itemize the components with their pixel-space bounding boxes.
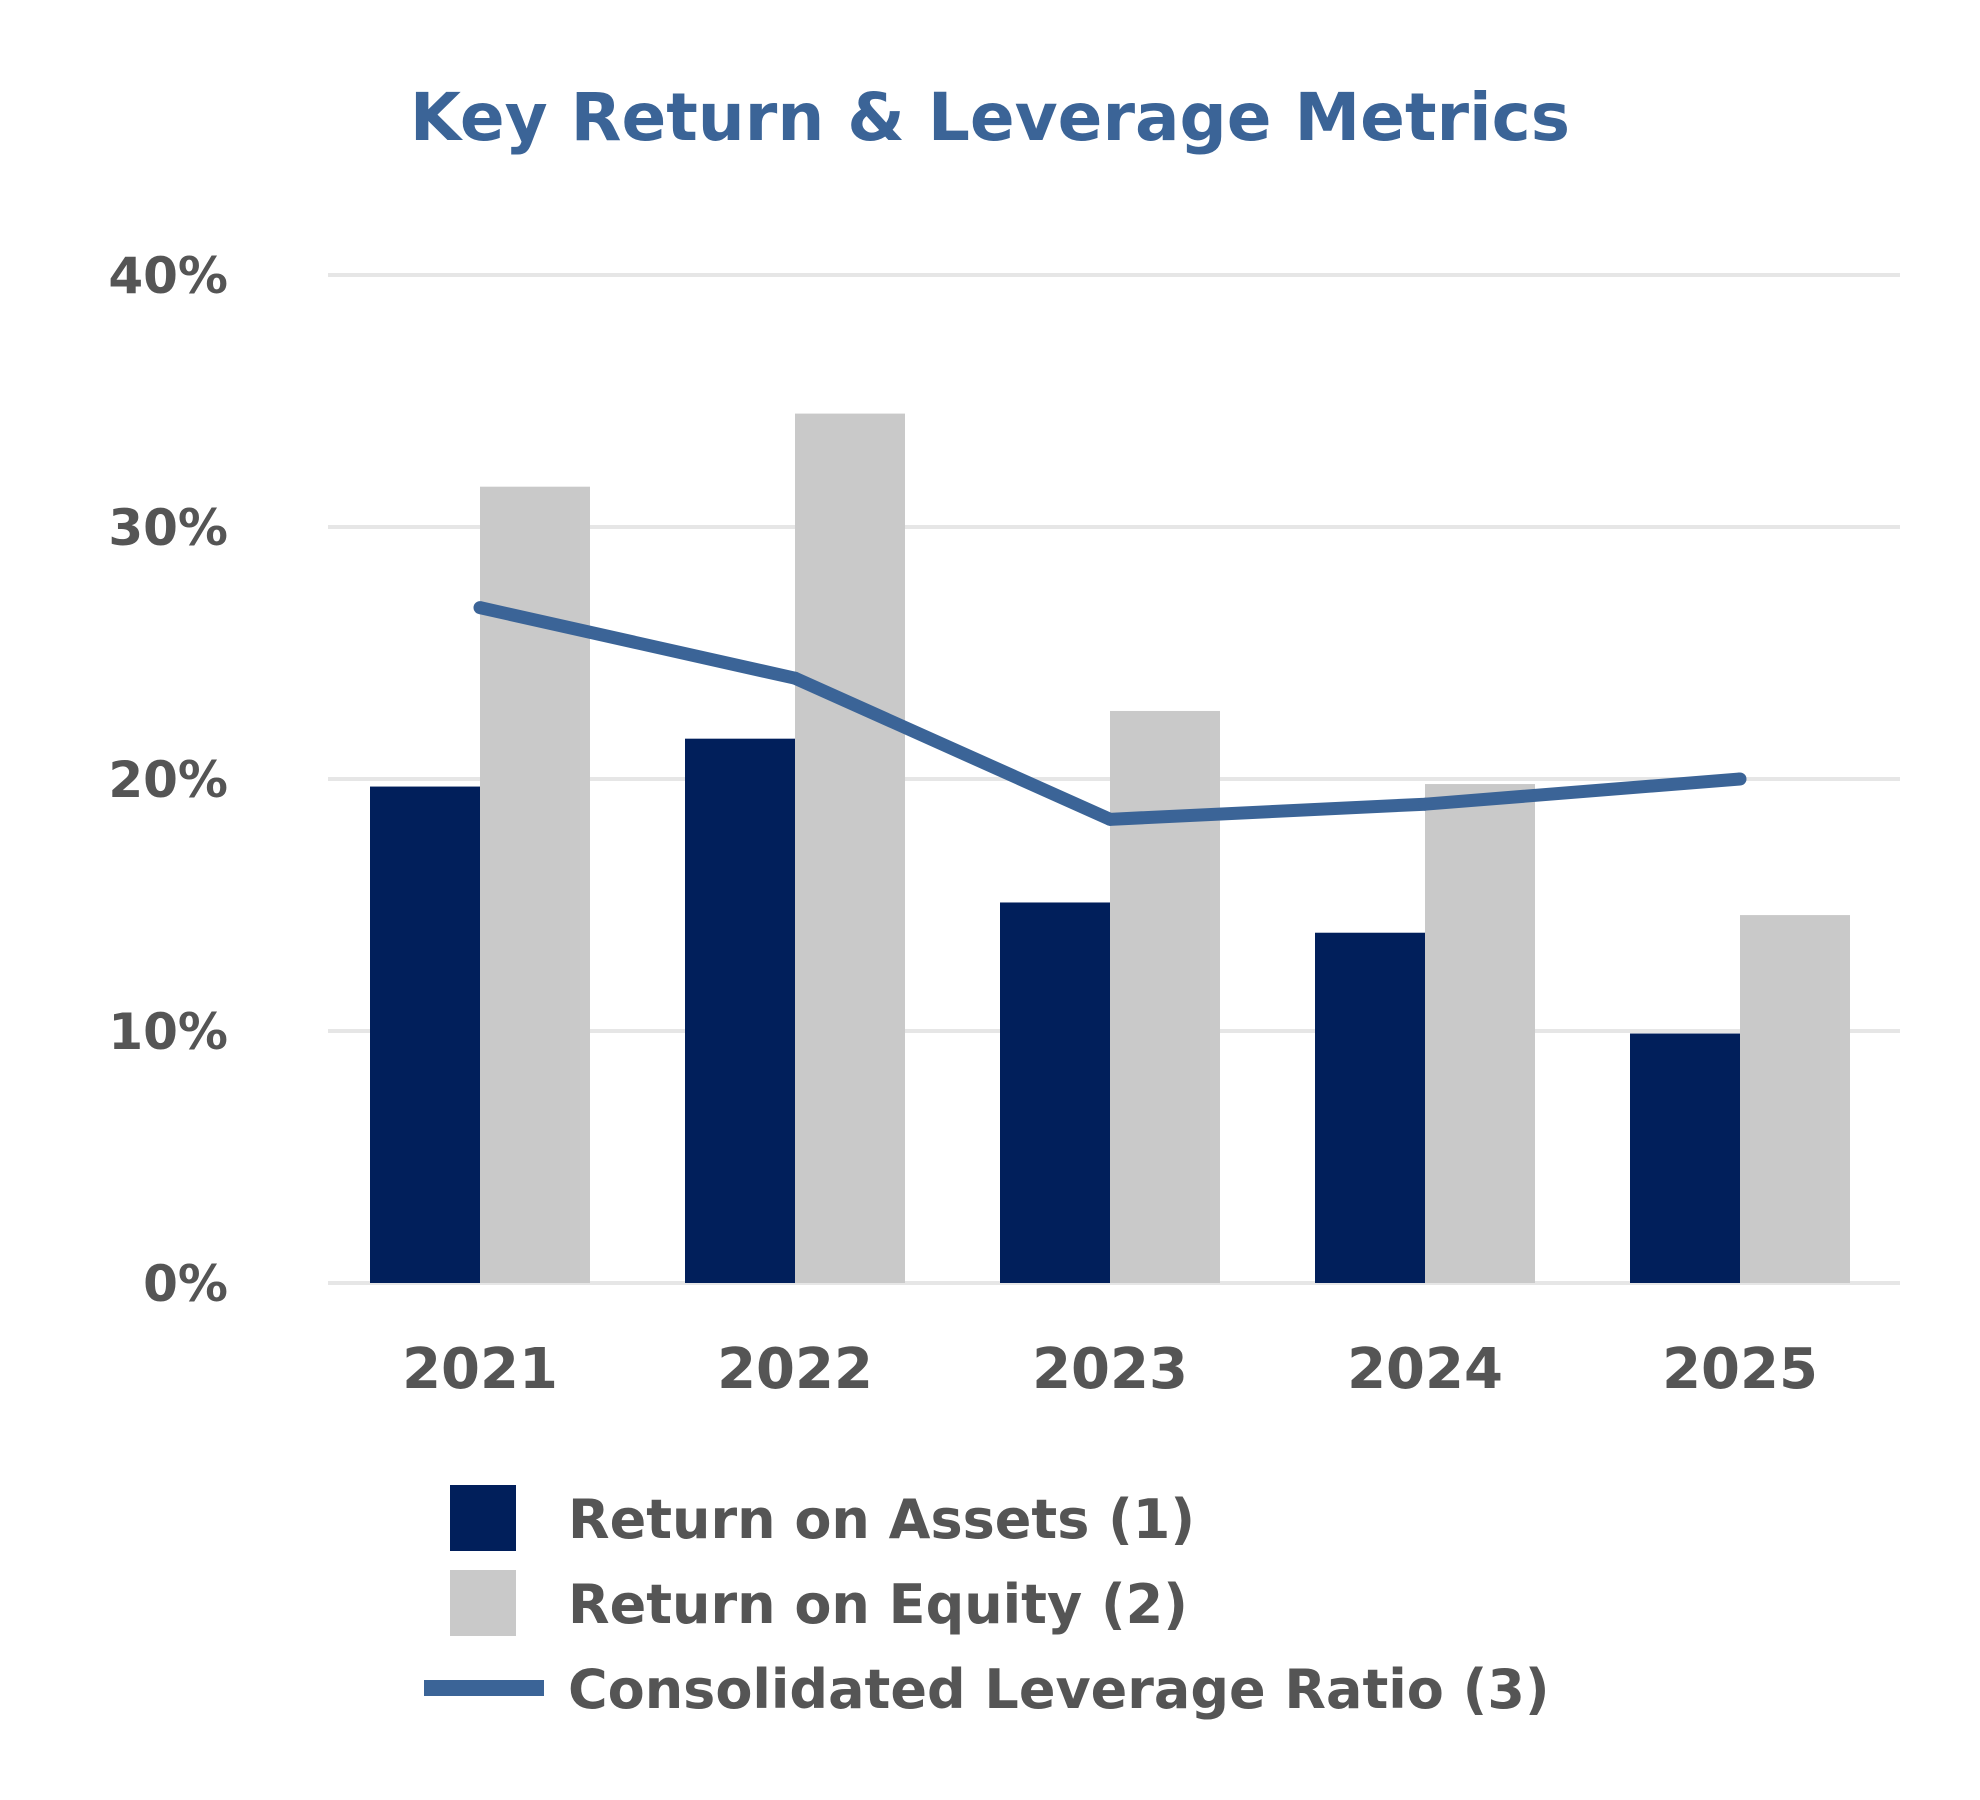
chart-title: Key Return & Leverage Metrics	[410, 79, 1570, 156]
leverage-point-2024	[1418, 797, 1432, 811]
roe-bar-2023	[1110, 710, 1220, 1283]
legend-label: Return on Equity (2)	[568, 1573, 1188, 1636]
roa-bar-2021	[370, 786, 480, 1283]
y-tick-label: 20%	[108, 751, 228, 809]
roa-bar-2023	[1000, 902, 1110, 1283]
y-tick-label: 10%	[108, 1003, 228, 1061]
y-tick-label: 30%	[108, 499, 228, 557]
legend-label: Consolidated Leverage Ratio (3)	[568, 1658, 1550, 1721]
x-tick-label: 2022	[717, 1337, 873, 1402]
roa-bar-2025	[1630, 1033, 1740, 1283]
bars	[370, 413, 1850, 1284]
y-tick-label: 0%	[143, 1255, 228, 1313]
legend: Return on Assets (1) Return on Equity (2)…	[424, 1485, 1550, 1721]
leverage-point-2021	[473, 601, 487, 615]
legend-swatch-roe	[450, 1570, 516, 1636]
x-axis-ticks: 2021 2022 2023 2024 2025	[402, 1337, 1818, 1402]
leverage-point-2025	[1733, 772, 1747, 786]
leverage-point-2022	[788, 671, 802, 685]
roe-bar-2024	[1425, 784, 1535, 1283]
roe-bar-2022	[795, 413, 905, 1284]
x-tick-label: 2021	[402, 1337, 558, 1402]
legend-swatch-leverage	[424, 1680, 544, 1696]
leverage-point-2023	[1103, 812, 1117, 826]
roa-bar-2024	[1315, 932, 1425, 1283]
x-tick-label: 2023	[1032, 1337, 1188, 1402]
x-tick-label: 2024	[1347, 1337, 1503, 1402]
y-axis-ticks: 0% 10% 20% 30% 40%	[108, 247, 228, 1313]
leverage-line-layer	[473, 601, 1747, 826]
y-tick-label: 40%	[108, 247, 228, 305]
roe-bar-2025	[1740, 915, 1850, 1283]
legend-swatch-roa	[450, 1485, 516, 1551]
roa-bar-2022	[685, 738, 795, 1283]
x-tick-label: 2025	[1662, 1337, 1818, 1402]
legend-label: Return on Assets (1)	[568, 1488, 1195, 1551]
